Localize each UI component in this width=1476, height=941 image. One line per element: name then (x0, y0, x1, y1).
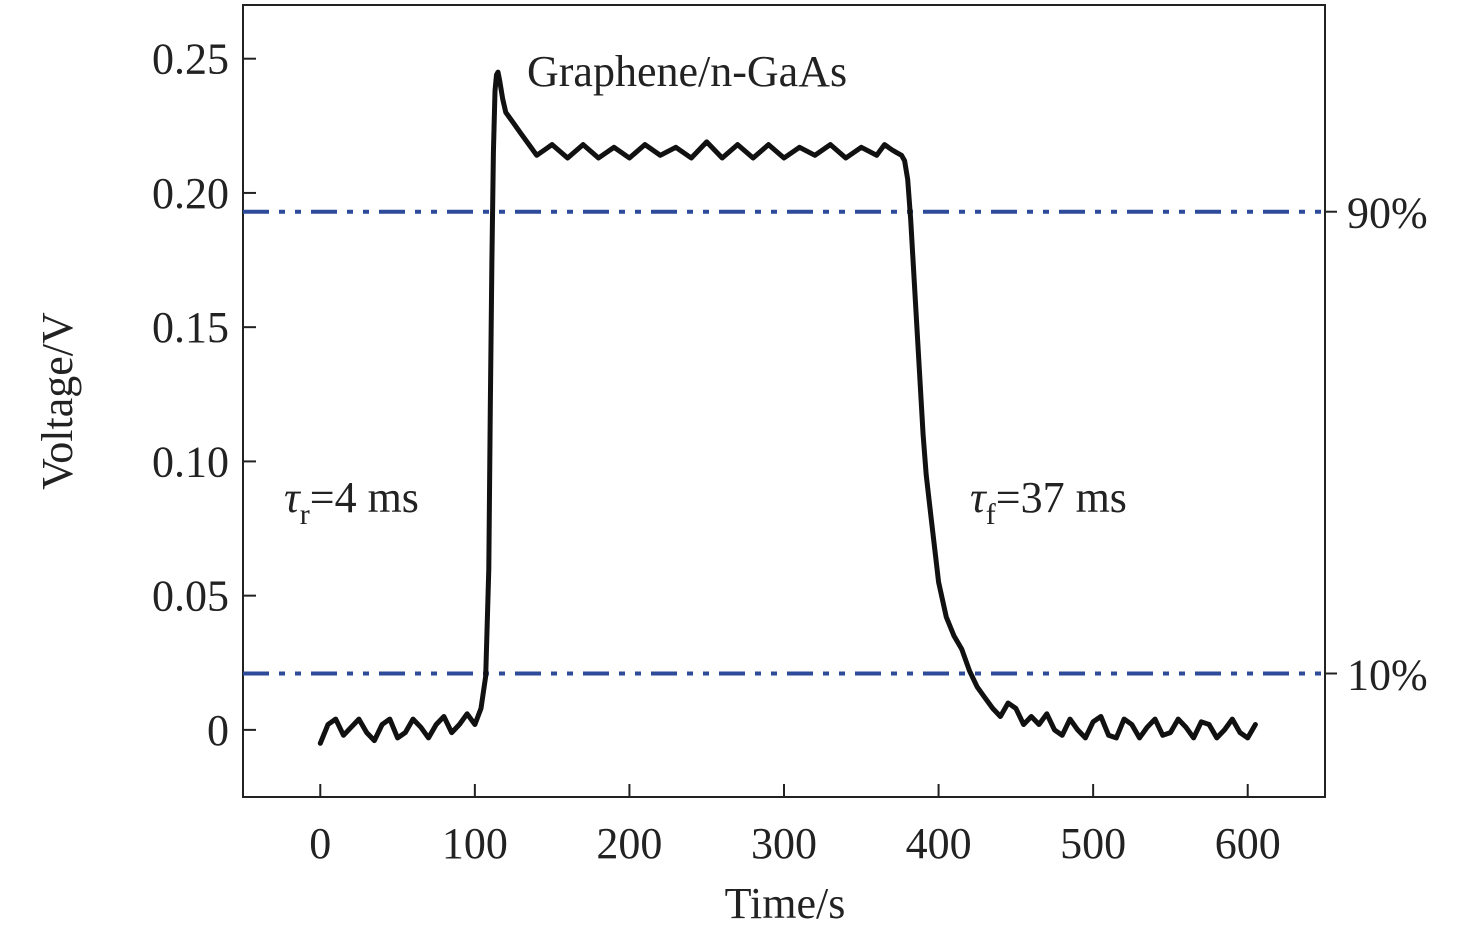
x-axis-label: Time/s (725, 879, 846, 928)
y-axis-ticks: 0 0.05 0.10 0.15 0.20 0.25 (152, 35, 256, 755)
x-tick-label: 100 (442, 819, 508, 868)
reference-label: 90% (1347, 189, 1428, 238)
y-tick-label: 0.10 (152, 437, 229, 486)
reference-label: 10% (1347, 651, 1428, 700)
y-tick-label: 0.15 (152, 303, 229, 352)
y-tick-label: 0.20 (152, 169, 229, 218)
y-tick-label: 0.25 (152, 35, 229, 84)
x-tick-label: 0 (309, 819, 331, 868)
x-tick-label: 300 (751, 819, 817, 868)
y-axis-label: Voltage/V (33, 312, 82, 490)
reference-lines: 90% 10% (243, 189, 1428, 700)
chart-title: Graphene/n-GaAs (527, 47, 847, 96)
y-tick-label: 0.05 (152, 572, 229, 621)
fall-time-annotation: τf=37 ms (970, 473, 1127, 531)
y-tick-label: 0 (207, 706, 229, 755)
voltage-series-line (317, 69, 1258, 746)
x-tick-label: 600 (1215, 819, 1281, 868)
x-tick-label: 400 (906, 819, 972, 868)
plot-frame (242, 4, 1326, 798)
rise-time-annotation: τr=4 ms (284, 473, 419, 531)
x-axis-ticks: 0 100 200 300 400 500 600 (309, 784, 1281, 868)
x-tick-label: 200 (596, 819, 662, 868)
x-tick-label: 500 (1060, 819, 1126, 868)
